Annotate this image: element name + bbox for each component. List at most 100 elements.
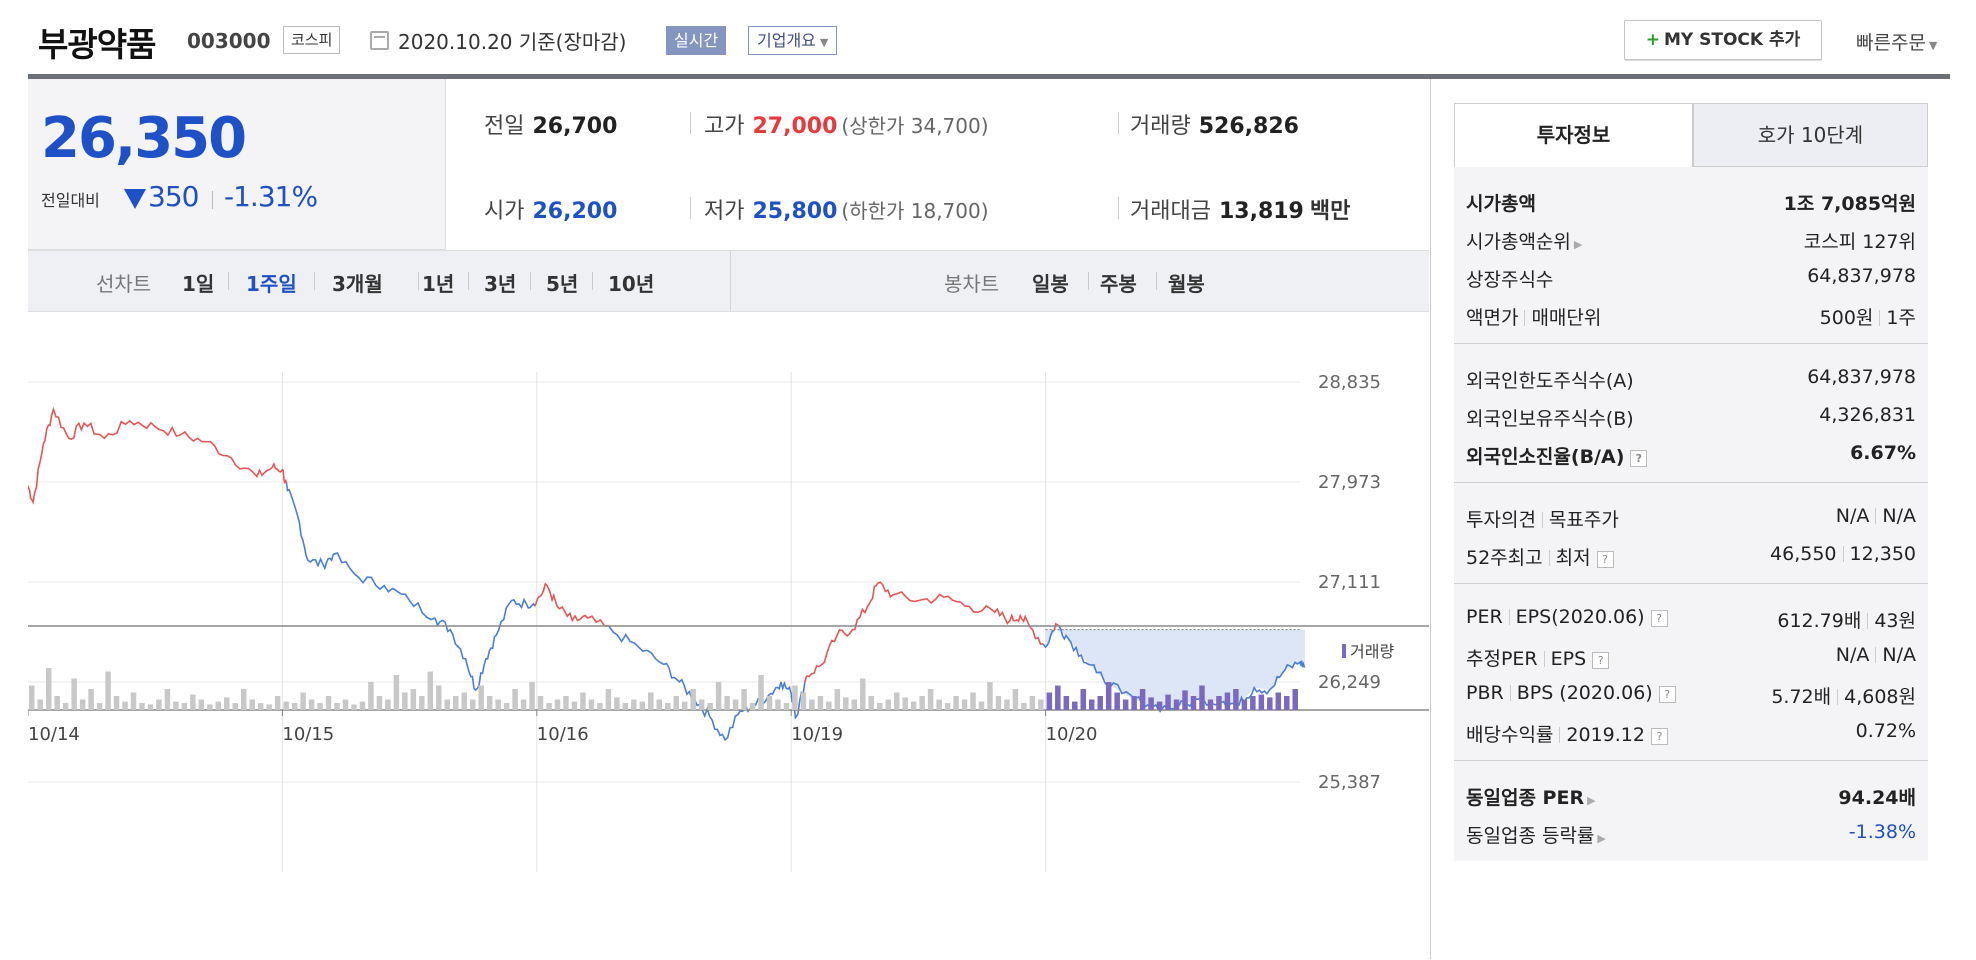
volume-bar <box>376 696 383 710</box>
volume-bar <box>1148 697 1154 710</box>
info-row: 투자의견 목표주가 N/A N/A <box>1466 497 1916 535</box>
price-line-segment <box>1042 629 1055 649</box>
info-key-text: 추정PER <box>1466 648 1538 670</box>
info-key: 배당수익률 2019.12? <box>1466 720 1668 747</box>
y-tick-label: 27,973 <box>1318 472 1381 493</box>
period-1d[interactable]: 1일 <box>182 272 215 296</box>
volume-bar <box>775 699 781 710</box>
volume-bar <box>181 703 188 710</box>
x-tick-label: 10/15 <box>282 724 334 745</box>
period-1y[interactable]: 1년 <box>422 272 455 296</box>
volume-bar <box>224 697 230 710</box>
volume-bar <box>1063 696 1070 710</box>
period-3m[interactable]: 3개월 <box>332 272 383 296</box>
period-10y[interactable]: 10년 <box>608 272 655 296</box>
info-row: 배당수익률 2019.12? 0.72% <box>1466 712 1916 750</box>
info-value-text: -1.38% <box>1848 821 1916 843</box>
tab-invest-info[interactable]: 투자정보 <box>1454 103 1693 167</box>
volume-bar <box>783 703 790 710</box>
open-label: 시가 <box>484 199 525 224</box>
volume-bar <box>851 699 858 710</box>
stock-name: 부광약품 <box>38 25 156 64</box>
add-my-stock-label: MY STOCK 추가 <box>1663 30 1801 50</box>
volume-bar <box>54 696 60 710</box>
info-row: 외국인보유주식수(B) 4,326,831 <box>1466 396 1916 434</box>
info-key[interactable]: 동일업종 PER ▶ <box>1466 783 1596 810</box>
candle-weekly[interactable]: 주봉 <box>1100 272 1137 296</box>
volume-bar <box>478 685 484 710</box>
volume-bar <box>274 696 281 710</box>
volume-bar <box>1207 699 1214 710</box>
divider <box>314 272 315 290</box>
tab-order-book[interactable]: 호가 10단계 <box>1693 103 1928 167</box>
volume-bar <box>266 704 272 710</box>
volume-value: 526,826 <box>1198 114 1299 139</box>
volume-bar <box>800 692 807 710</box>
volume-bar <box>164 689 171 710</box>
price-line-segment <box>285 483 536 692</box>
header-divider <box>28 74 1950 79</box>
candle-daily[interactable]: 일봉 <box>1032 272 1069 296</box>
candle-monthly[interactable]: 월봉 <box>1168 272 1205 296</box>
info-value: 64,837,978 <box>1807 265 1916 287</box>
help-icon[interactable]: ? <box>1596 551 1614 568</box>
volume-bar <box>257 703 264 710</box>
info-key: 시가총액 <box>1466 189 1536 216</box>
period-3y[interactable]: 3년 <box>484 272 517 296</box>
info-value-text: N/A <box>1882 505 1916 527</box>
info-value: 500원 1주 <box>1820 303 1916 330</box>
divider <box>468 272 469 290</box>
info-value-text: 46,550 <box>1770 543 1837 565</box>
info-key-text: 외국인한도주식수(A) <box>1466 370 1634 392</box>
help-icon[interactable]: ? <box>1650 728 1668 745</box>
volume-bar <box>1275 692 1282 710</box>
volume-bar <box>1029 696 1036 710</box>
help-icon[interactable]: ? <box>1650 610 1668 627</box>
info-key-text: EPS(2020.06) <box>1515 606 1645 628</box>
current-price-box: 26,350 전일대비 350 -1.31% <box>28 79 446 250</box>
volume-bar <box>910 701 917 710</box>
volume-bar <box>936 699 942 710</box>
info-key[interactable]: 동일업종 등락률 ▶ <box>1466 821 1606 848</box>
volume-bar <box>291 703 298 710</box>
info-key[interactable]: 시가총액순위 ▶ <box>1466 227 1582 254</box>
volume-bar <box>207 704 213 710</box>
info-value: N/A N/A <box>1836 505 1916 527</box>
help-icon[interactable]: ? <box>1592 652 1610 669</box>
volume-bar <box>580 692 586 710</box>
volume-bar <box>503 703 510 710</box>
period-1w[interactable]: 1주일 <box>246 272 297 296</box>
volume-bar <box>673 696 679 710</box>
info-group: PER EPS(2020.06)? 612.79배 43원 추정PER EPS? N/A N/… <box>1454 584 1928 761</box>
volume-bar <box>393 675 400 710</box>
volume-bar <box>809 699 815 710</box>
low-value: 25,800 <box>752 199 838 224</box>
quick-order-dropdown[interactable]: 빠른주문 ▼ <box>1856 28 1937 55</box>
period-5y[interactable]: 5년 <box>546 272 579 296</box>
x-tick-label: 10/20 <box>1046 724 1098 745</box>
volume-bar <box>105 671 111 710</box>
volume-bar <box>1284 696 1290 710</box>
info-value: 코스피 127위 <box>1804 227 1916 254</box>
volume-bar <box>453 696 459 710</box>
volume-bar <box>902 697 908 710</box>
calendar-icon <box>370 31 389 50</box>
help-icon[interactable]: ? <box>1630 450 1648 467</box>
realtime-button[interactable]: 실시간 <box>666 26 727 55</box>
stock-price-chart[interactable]: 28,835 27,973 27,111 26,249 25,387 거래량 10/14 10… <box>28 312 1429 944</box>
divider <box>212 191 213 209</box>
info-key: PBR BPS (2020.06)? <box>1466 682 1676 704</box>
volume-bar <box>766 696 773 710</box>
help-icon[interactable]: ? <box>1658 686 1676 703</box>
info-value-text: 4,326,831 <box>1819 404 1916 426</box>
info-value-text: 6.67% <box>1850 442 1916 464</box>
volume-bar <box>690 689 696 710</box>
info-key-text: 매매단위 <box>1531 307 1602 329</box>
info-group: 투자의견 목표주가 N/A N/A 52주최고 최저? 46,550 12,350 <box>1454 483 1928 584</box>
info-key-text: 2019.12 <box>1566 724 1645 746</box>
company-info-dropdown[interactable]: 기업개요 ▼ <box>748 26 838 55</box>
add-my-stock-button[interactable]: + MY STOCK 추가 <box>1624 20 1822 60</box>
volume-bar <box>1190 696 1197 710</box>
info-row: 추정PER EPS? N/A N/A <box>1466 636 1916 674</box>
volume-bar <box>359 701 366 710</box>
